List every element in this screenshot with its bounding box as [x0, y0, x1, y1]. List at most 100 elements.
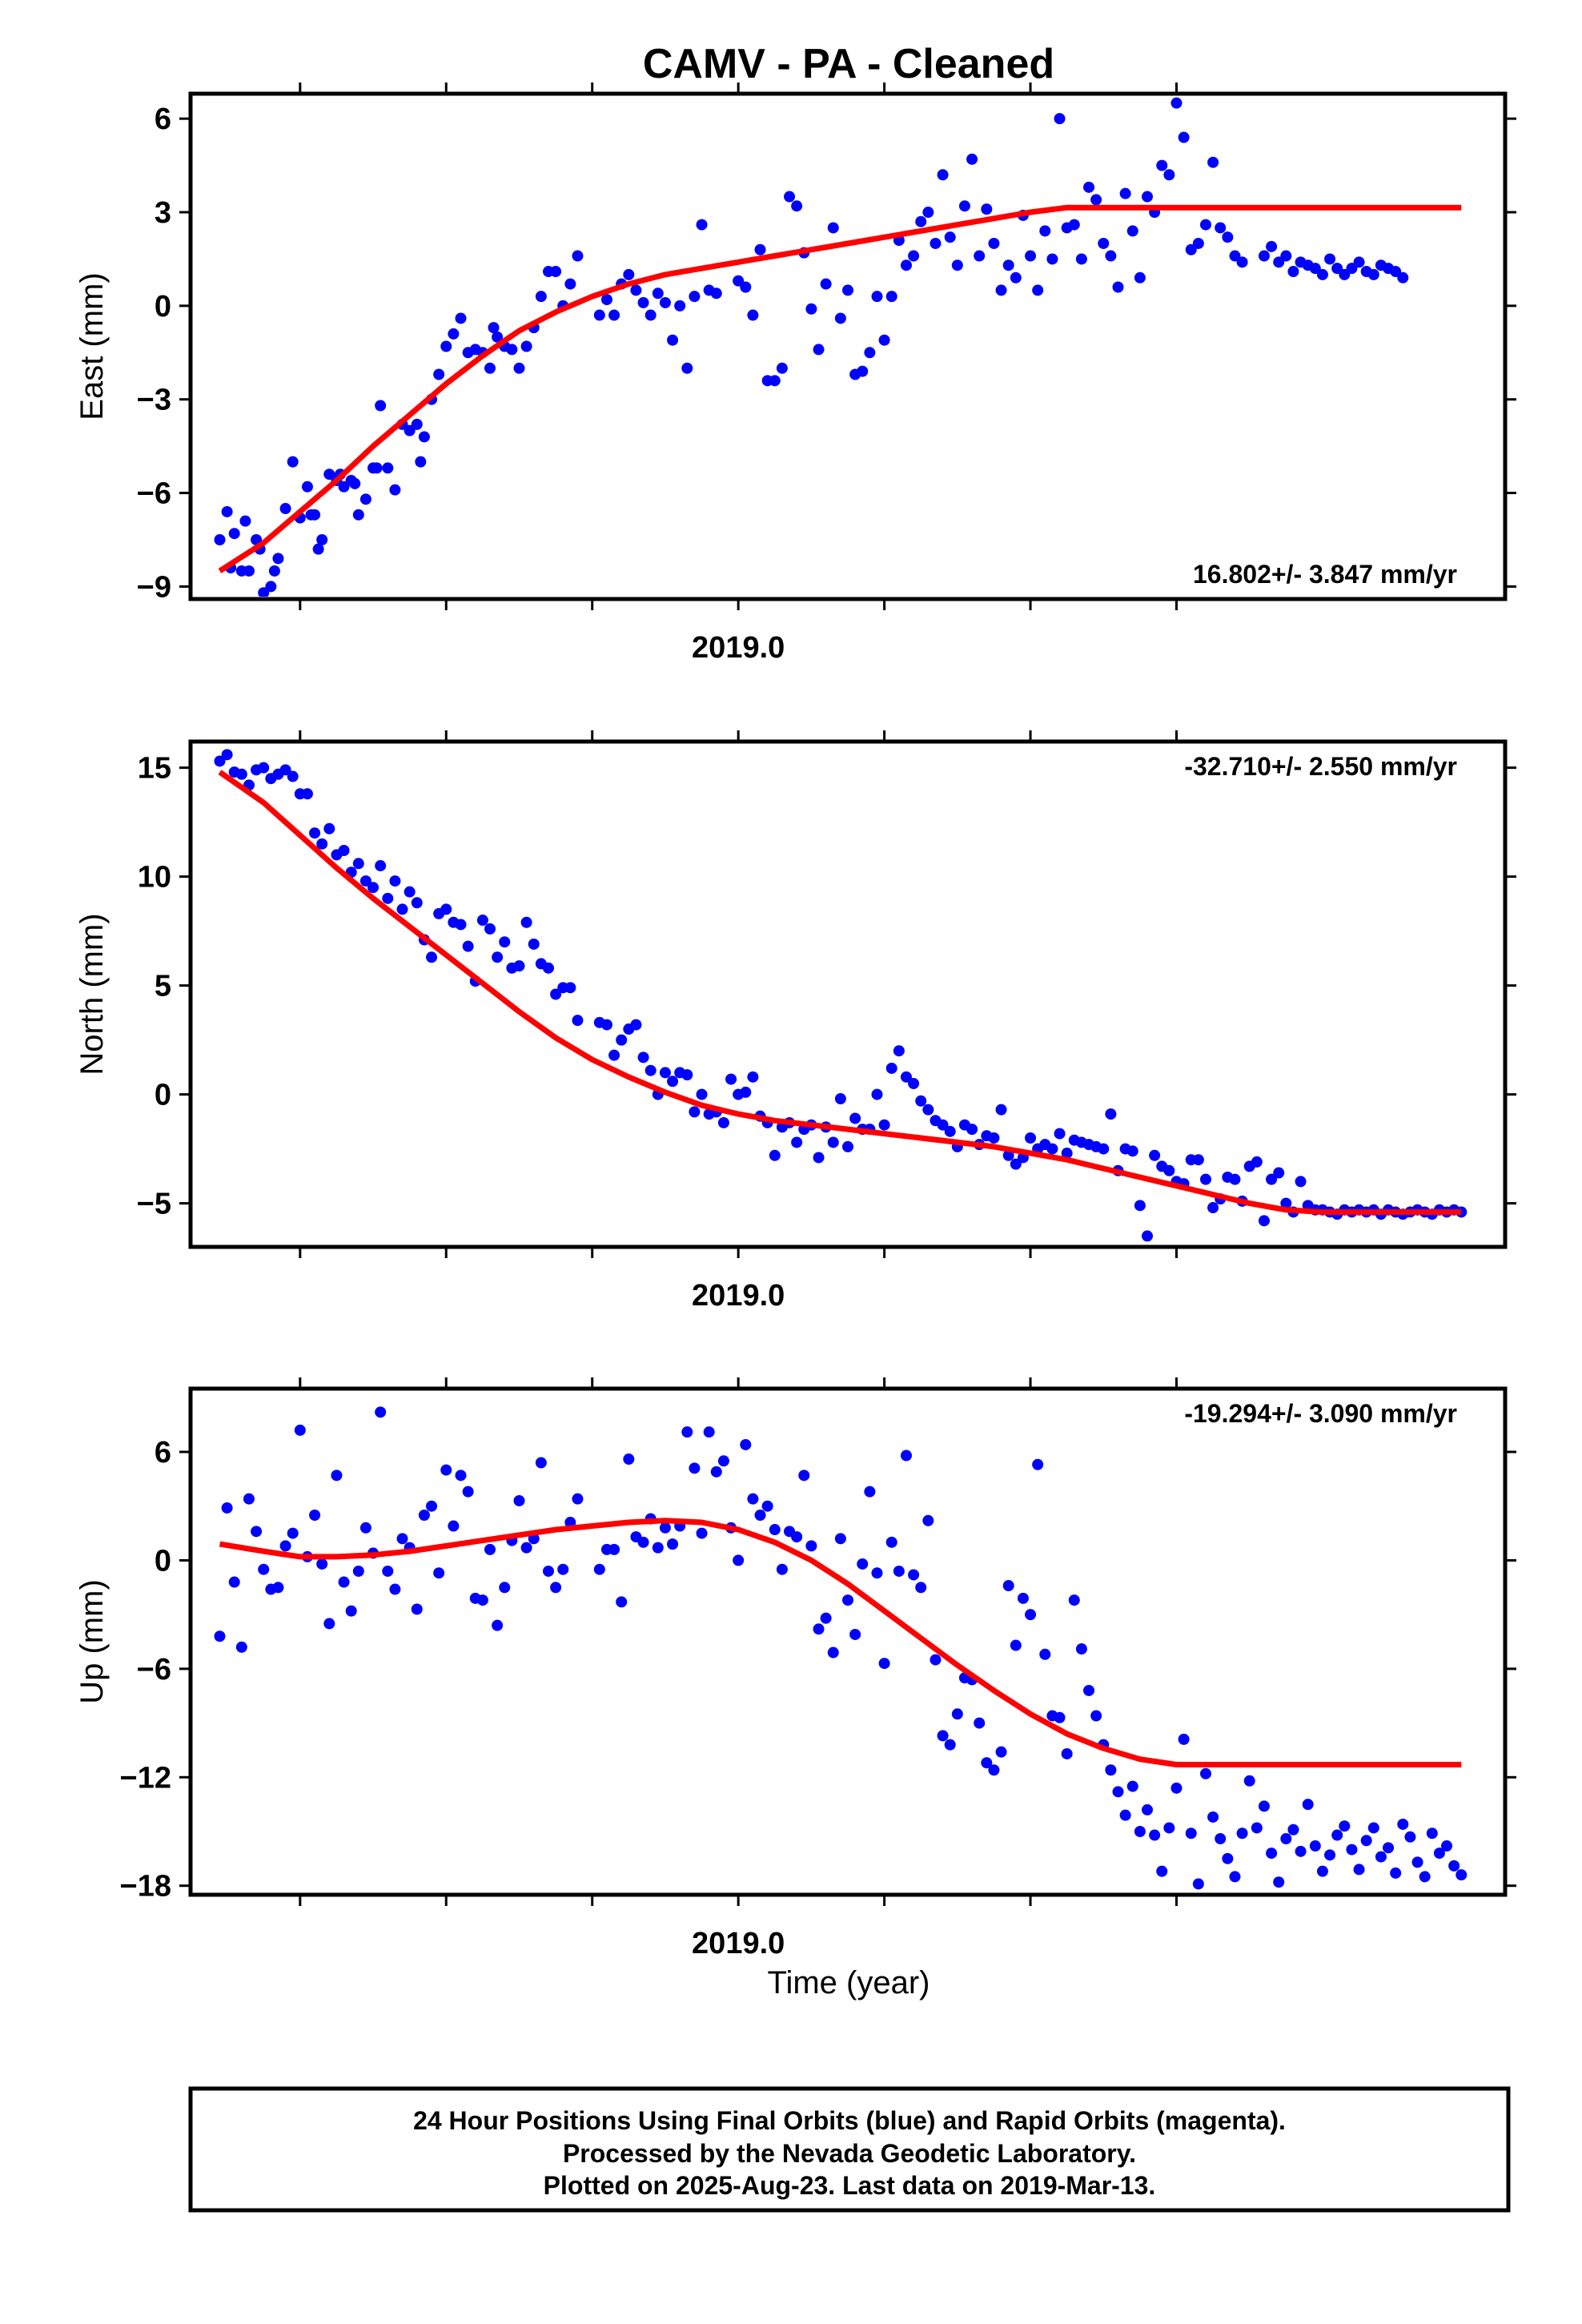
up-data-point [1222, 1852, 1234, 1864]
up-data-point [287, 1527, 299, 1539]
east-data-point [1309, 263, 1321, 275]
up-data-point [1170, 1782, 1182, 1794]
north-data-point [301, 788, 313, 800]
east-ytick-label: 6 [155, 103, 171, 136]
east-data-point [371, 462, 383, 474]
east-data-point [659, 296, 671, 308]
up-data-point [243, 1493, 255, 1505]
north-data-point [667, 1076, 679, 1088]
east-data-point [944, 231, 956, 243]
up-data-point [922, 1514, 934, 1526]
figure-title: CAMV - PA - Cleaned [643, 41, 1054, 87]
north-data-point [221, 749, 233, 761]
north-data-point [637, 1051, 649, 1063]
east-data-point [1367, 268, 1379, 280]
north-data-point [885, 1062, 897, 1074]
north-data-point [849, 1112, 861, 1124]
up-data-point [820, 1612, 832, 1624]
north-data-point [689, 1106, 701, 1118]
up-data-point [513, 1494, 525, 1506]
east-data-point [382, 462, 394, 474]
east-data-point [214, 533, 226, 545]
up-data-point [1207, 1811, 1219, 1823]
up-data-point [769, 1524, 781, 1536]
east-data-point [316, 533, 328, 545]
east-data-point [1353, 256, 1365, 268]
east-data-point [1192, 237, 1204, 249]
east-data-point [1098, 237, 1110, 249]
up-data-point [1061, 1747, 1073, 1759]
east-data-point [352, 509, 364, 521]
up-data-point [272, 1582, 284, 1594]
north-data-point [316, 838, 328, 850]
north-ytick-label: 15 [138, 752, 171, 786]
up-data-point [1119, 1809, 1131, 1821]
up-data-point [1273, 1876, 1285, 1888]
up-data-point [1404, 1831, 1416, 1843]
east-data-point [951, 259, 963, 271]
up-data-point [309, 1510, 321, 1521]
up-marks [214, 1406, 1468, 1890]
east-data-point [776, 362, 788, 374]
east-data-point [349, 477, 361, 489]
footer-line-1: 24 Hour Positions Using Final Orbits (bl… [413, 2106, 1286, 2135]
up-data-point [791, 1531, 803, 1543]
east-data-point [411, 418, 423, 430]
east-data-point [418, 431, 430, 443]
north-data-point [323, 822, 335, 834]
east-data-point [922, 207, 934, 219]
up-data-point [827, 1647, 839, 1659]
north-data-point [1273, 1167, 1285, 1179]
up-data-point [1010, 1639, 1022, 1651]
east-panel: 6 3 0 −3 −6 −9 2019.0 East (mm) 16.802+/- 3.847 … [74, 82, 1516, 665]
east-data-point [667, 334, 679, 346]
up-data-point [1199, 1767, 1211, 1779]
north-marks [214, 749, 1468, 1242]
up-data-point [294, 1424, 306, 1436]
up-data-point [864, 1486, 876, 1498]
up-data-point [733, 1554, 745, 1566]
east-data-point [243, 565, 255, 577]
up-data-point [1456, 1869, 1468, 1881]
up-data-point [352, 1565, 364, 1577]
north-data-point [338, 844, 350, 856]
north-data-point [1280, 1197, 1292, 1209]
east-data-point [506, 344, 518, 356]
east-data-point [740, 281, 752, 293]
north-data-point [492, 951, 504, 963]
north-data-point [1025, 1132, 1037, 1144]
up-data-point [1251, 1822, 1263, 1834]
north-data-point [279, 764, 291, 776]
up-data-point [1302, 1799, 1314, 1811]
north-data-point [404, 886, 416, 898]
north-data-point [455, 919, 467, 931]
east-data-point [995, 284, 1007, 296]
north-panel: 15 10 5 0 −5 2019.0 North (mm) -32.710+/- 2.550… [74, 730, 1516, 1313]
north-data-point [871, 1088, 883, 1100]
up-data-point [1178, 1733, 1190, 1745]
up-data-point [703, 1426, 715, 1438]
east-data-point [1046, 253, 1058, 265]
east-data-point [338, 480, 350, 493]
up-data-point [740, 1438, 752, 1450]
up-data-point [842, 1594, 853, 1606]
up-data-point [345, 1605, 357, 1617]
north-data-point [1229, 1173, 1241, 1185]
up-data-point [937, 1730, 949, 1742]
north-data-point [1258, 1215, 1270, 1227]
east-data-point [1156, 159, 1168, 171]
up-data-point [981, 1757, 993, 1769]
up-data-point [857, 1558, 869, 1570]
east-data-point [279, 503, 291, 515]
east-data-point [1316, 268, 1328, 280]
up-data-point [951, 1708, 963, 1720]
north-data-point [214, 755, 226, 767]
east-data-point [375, 400, 387, 412]
east-data-point [754, 243, 766, 255]
up-data-point [411, 1603, 423, 1615]
up-data-point [1411, 1856, 1423, 1868]
east-data-point [415, 456, 427, 468]
up-data-point [338, 1576, 350, 1588]
up-ytick-label: −18 [120, 1870, 171, 1904]
east-ylabel: East (mm) [74, 272, 110, 420]
